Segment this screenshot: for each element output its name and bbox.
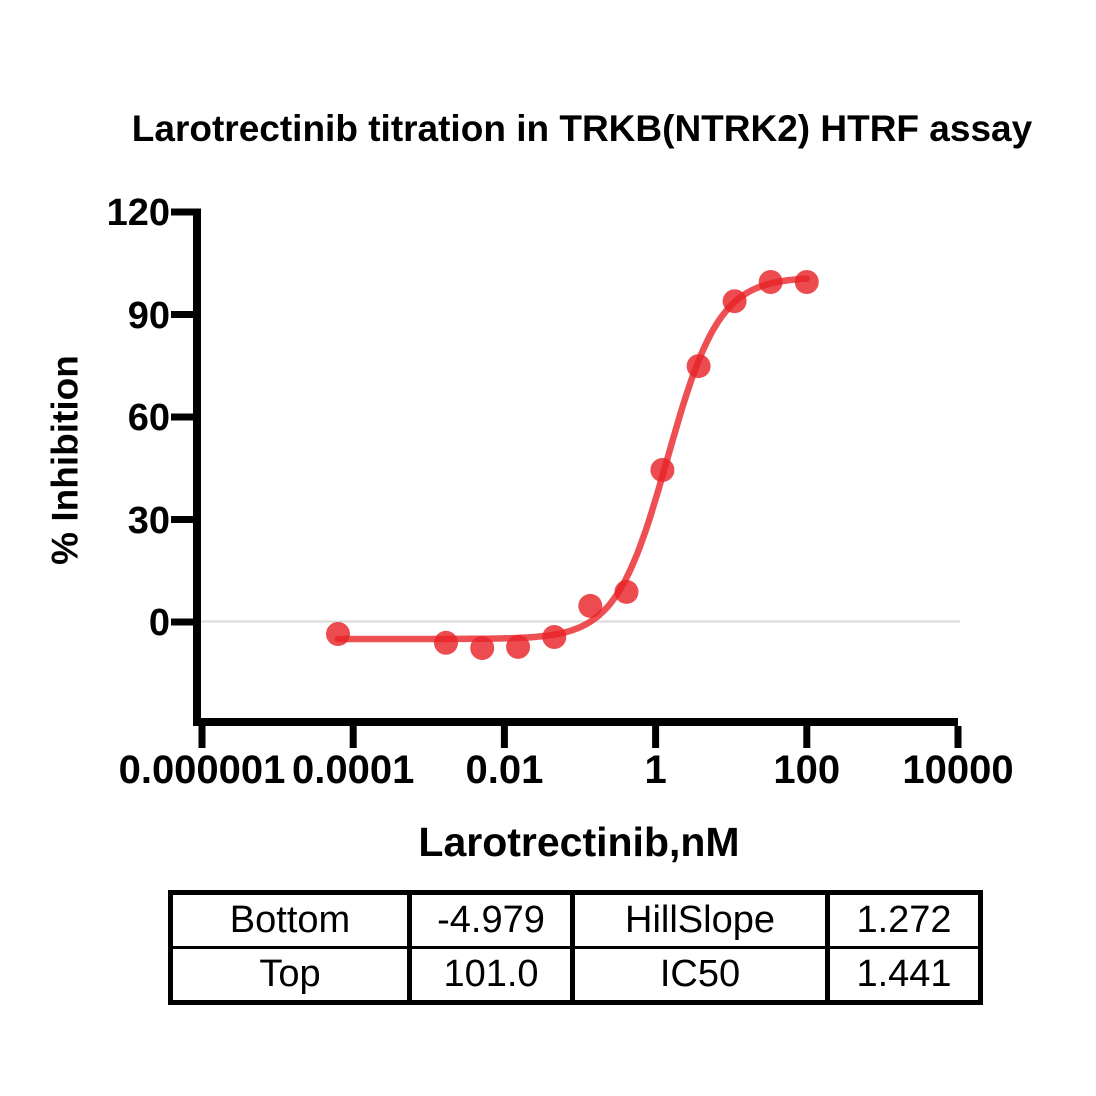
param-value: 1.441 <box>825 947 981 1003</box>
x-tick-label: 100 <box>773 748 841 792</box>
data-point <box>542 625 567 649</box>
y-tick-label: 30 <box>127 499 170 542</box>
param-name: IC50 <box>570 947 828 1003</box>
param-value: 1.272 <box>825 892 981 949</box>
table-row: Bottom -4.979 HillSlope 1.272 <box>170 892 981 949</box>
param-name: Top <box>259 953 321 995</box>
data-point <box>470 636 495 660</box>
param-name: HillSlope <box>570 892 828 949</box>
table-row: Top 101.0 IC50 1.441 <box>171 947 981 1003</box>
y-tick-label: 90 <box>127 294 170 337</box>
x-tick-label: 0.01 <box>465 748 544 792</box>
data-point <box>686 354 711 379</box>
fit-parameters-table: Bottom -4.979 HillSlope 1.272 Top 101.0 IC50 1.… <box>168 890 983 1005</box>
y-tick-label: 60 <box>127 397 170 439</box>
param-value: -4.979 <box>407 892 573 949</box>
x-tick-label: 0.0001 <box>292 748 415 792</box>
data-point <box>434 630 458 655</box>
param-value: 101.0 <box>407 947 573 1003</box>
param-name: Bottom <box>170 892 410 949</box>
x-tick-label: 10000 <box>902 748 1014 792</box>
x-axis-title: Larotrectinib,nM <box>418 819 740 865</box>
data-point <box>794 270 819 294</box>
x-tick-label: 0.000001 <box>118 748 286 792</box>
data-point <box>722 289 747 314</box>
chart-title: Larotrectinib titration in TRKB(NTRK2) H… <box>131 108 1033 149</box>
data-point <box>614 579 639 604</box>
data-point <box>326 622 350 646</box>
data-point <box>578 593 603 618</box>
data-point <box>506 634 531 659</box>
x-tick-label: 1 <box>644 748 667 792</box>
fit-curve <box>334 275 811 643</box>
data-point <box>650 458 675 482</box>
y-tick-label: 120 <box>106 192 170 234</box>
y-tick-label: 0 <box>148 602 170 644</box>
data-point <box>758 270 783 294</box>
